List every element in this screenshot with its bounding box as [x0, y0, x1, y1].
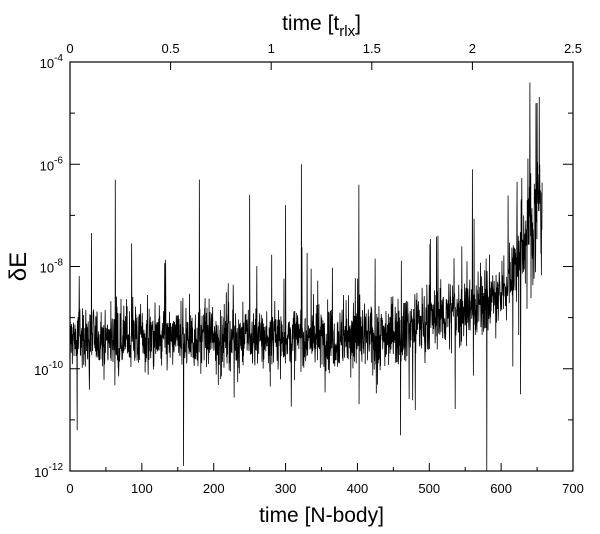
- x-tick-label: 200: [203, 481, 225, 496]
- plot-layer: [69, 82, 543, 472]
- top-x-axis-label: time [trlx]: [282, 12, 361, 40]
- top-x-tick-label: 1: [268, 41, 275, 56]
- energy-error-series-line: [69, 82, 543, 472]
- x-tick-label: 700: [562, 481, 584, 496]
- x-axis-label: time [N-body]: [259, 504, 384, 527]
- x-tick-label: 400: [347, 481, 369, 496]
- y-tick-label: 10-6: [40, 155, 64, 173]
- x-tick-label: 500: [418, 481, 440, 496]
- plot-frame: [69, 61, 574, 472]
- top-x-tick-label: 0: [66, 41, 73, 56]
- top-x-axis-label-close: ]: [355, 12, 361, 35]
- top-x-tick-label: 2: [469, 41, 476, 56]
- x-tick-label: 600: [490, 481, 512, 496]
- ticks-layer: 0 100 200 300 400 500 600 700 0 0.5 1 1.5 2 2.5 10-4 10…: [34, 41, 584, 496]
- x-tick-label: 300: [275, 481, 297, 496]
- top-x-tick-label: 1.5: [363, 41, 381, 56]
- y-axis-label: δE: [5, 252, 32, 281]
- y-tick-label: 10-12: [34, 462, 63, 480]
- y-tick-label: 10-4: [40, 53, 64, 71]
- y-tick-label: 10-8: [40, 258, 64, 276]
- top-x-tick-label: 0.5: [162, 41, 180, 56]
- y-tick-label: 10-10: [34, 360, 63, 378]
- top-x-tick-label: 2.5: [564, 41, 582, 56]
- top-x-axis-label-main: time [t: [282, 12, 339, 35]
- x-tick-label: 100: [131, 481, 153, 496]
- top-x-axis-label-sub: rlx: [339, 23, 355, 40]
- x-tick-label: 0: [66, 481, 73, 496]
